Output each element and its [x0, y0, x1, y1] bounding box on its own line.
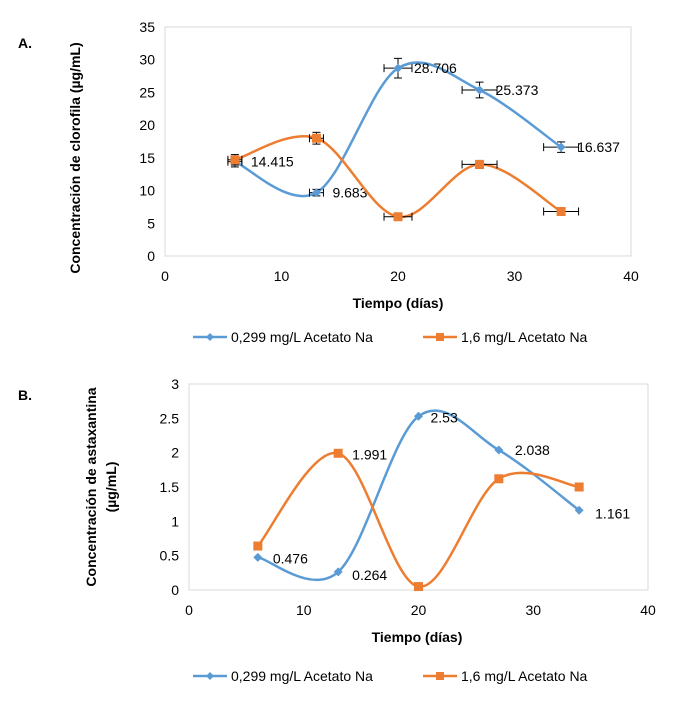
panel-a-y-tick-label: 5 — [147, 215, 155, 231]
panel-b-series-1-data-label: 2.53 — [431, 409, 458, 425]
panel-b-series-2-line — [256, 452, 580, 588]
panel-b-y-tick-label: 2 — [171, 445, 179, 461]
panel-a-series-2-point — [230, 155, 240, 165]
panel-b-y-axis-title-line2: (µg/mL) — [103, 462, 119, 513]
panel-a-series-1-point — [311, 188, 321, 198]
legend-b-series-2-square-icon — [436, 672, 444, 680]
panel-a-plot: 0 5 10 15 20 25 30 35 0 10 20 30 40 14.415 9.683 28.706… — [139, 19, 639, 284]
panel-a-series-1-point — [475, 85, 485, 95]
panel-a-series-1-point — [556, 142, 566, 152]
panel-a-series-1-point — [393, 63, 403, 73]
panel-a-y-tick-label: 10 — [139, 183, 155, 199]
panel-a-plot-area — [164, 26, 632, 257]
panel-a-label: A. — [18, 35, 32, 51]
panel-b-y-tick-label: 1.5 — [160, 479, 180, 495]
panel-b-x-tick-label: 40 — [640, 602, 656, 618]
panel-b-y-tick-label: 3 — [171, 376, 179, 392]
legend-a-series-1-label: 0,299 mg/L Acetato Na — [231, 329, 373, 345]
panel-a-series-2-point — [393, 212, 403, 222]
panel-b-x-tick-label: 10 — [296, 602, 312, 618]
panel-a-y-tick-label: 25 — [139, 84, 155, 100]
panel-b-x-tick-label: 20 — [411, 602, 427, 618]
panel-b-legend: 0,299 mg/L Acetato Na 1,6 mg/L Acetato N… — [193, 668, 588, 684]
panel-a-series-1-line — [234, 61, 562, 198]
panel-b-series-1-point — [574, 505, 584, 515]
panel-a-legend: 0,299 mg/L Acetato Na 1,6 mg/L Acetato N… — [193, 329, 588, 345]
panel-a-y-tick-label: 30 — [139, 52, 155, 68]
legend-b-series-1-diamond-icon — [206, 672, 214, 680]
panel-a-series-2-point — [475, 159, 485, 169]
panel-a-y-tick-label: 0 — [147, 248, 155, 264]
legend-a-series-1-diamond-icon — [206, 333, 214, 341]
panel-a-y-tick-label: 35 — [139, 19, 155, 35]
panel-b-x-tick-label: 0 — [185, 602, 193, 618]
panel-a-series-1-data-label: 9.683 — [332, 185, 367, 201]
panel-a-x-tick-label: 20 — [390, 268, 406, 284]
panel-b-series-1-point — [253, 552, 263, 562]
panel-a-series-2-line — [234, 135, 562, 218]
panel-a-series-1-data-label: 16.637 — [577, 139, 620, 155]
panel-a-series-1-data-label: 25.373 — [496, 82, 539, 98]
panel-a-x-axis-title: Tiempo (días) — [353, 295, 444, 311]
panel-b-series-2-point — [333, 448, 343, 458]
panel-b-x-axis-title: Tiempo (días) — [372, 629, 463, 645]
panel-b-x-tick-label: 30 — [525, 602, 541, 618]
panel-a-series-1-data-label: 14.415 — [251, 154, 294, 170]
panel-a-y-axis-title: Concentración de clorofila (µg/mL) — [67, 42, 83, 273]
panel-b-series-1-data-label: 1.161 — [595, 505, 630, 521]
panel-b-series-1-point — [414, 411, 423, 421]
panel-a-y-tick-label: 20 — [139, 117, 155, 133]
panel-b-y-tick-label: 1 — [171, 513, 179, 529]
panel-b-series-1-point — [333, 567, 343, 577]
legend-a-series-2-square-icon — [436, 333, 444, 341]
panel-b-plot: 00.511.522.530 10 20 30 400.4760.2642.532.03… — [160, 376, 656, 618]
panel-b-y-tick-label: 0.5 — [160, 548, 180, 564]
panel-b-series-2-point — [574, 482, 584, 492]
panel-b-series-1-data-label: 2.038 — [515, 442, 550, 458]
panel-b-series-2-data-label: 1.991 — [352, 446, 387, 462]
panel-a-x-tick-label: 30 — [507, 268, 523, 284]
panel-a-series-1-data-label: 28.706 — [414, 60, 457, 76]
panel-b-series-1-line — [257, 409, 580, 582]
panel-b-series-1-data-label: 0.476 — [273, 550, 308, 566]
panel-b-series-2-point — [414, 582, 423, 592]
panel-b-series-2-point — [253, 541, 263, 551]
panel-a-x-tick-label: 0 — [161, 268, 169, 284]
panel-b-label: B. — [18, 387, 32, 403]
panel-b-y-axis-title-line1: Concentración de astaxantina — [83, 387, 99, 586]
panel-b-y-tick-label: 2.5 — [160, 410, 180, 426]
panel-a-series-2-point — [311, 133, 321, 143]
panel-b-series-2-point — [494, 474, 504, 484]
panel-b-series-1-data-label: 0.264 — [352, 567, 387, 583]
legend-b-series-1-label: 0,299 mg/L Acetato Na — [231, 668, 373, 684]
panel-b-series-1-point — [494, 445, 504, 455]
panel-a-x-tick-label: 40 — [623, 268, 639, 284]
legend-a-series-2-label: 1,6 mg/L Acetato Na — [461, 329, 588, 345]
panel-a-y-tick-label: 15 — [139, 150, 155, 166]
legend-b-series-2-label: 1,6 mg/L Acetato Na — [461, 668, 588, 684]
panel-a-x-tick-label: 10 — [274, 268, 290, 284]
panel-b-y-tick-label: 0 — [171, 582, 179, 598]
panel-a-series-2-point — [556, 207, 566, 217]
